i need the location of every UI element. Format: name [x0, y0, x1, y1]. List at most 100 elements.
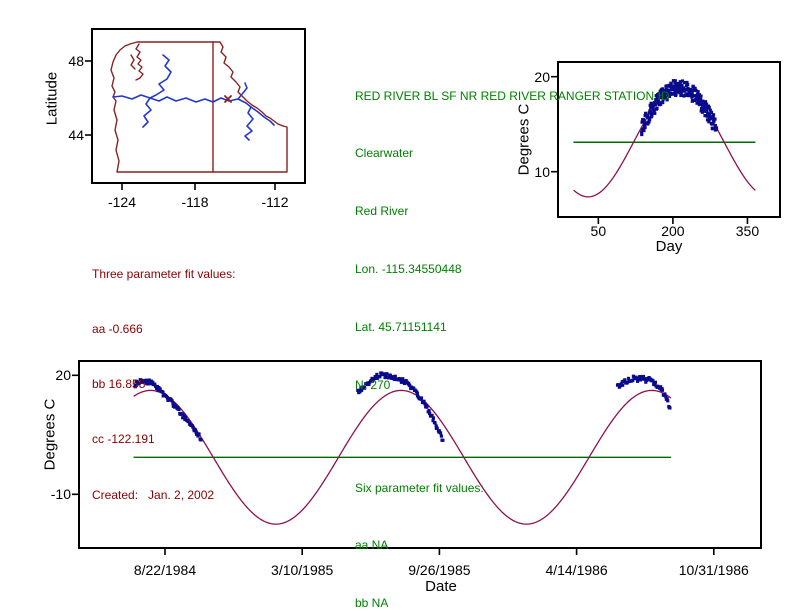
data-point	[702, 109, 706, 113]
data-point	[651, 106, 655, 110]
three-param-aa: aa -0.666	[92, 322, 143, 337]
data-point	[439, 434, 444, 438]
data-point	[671, 87, 675, 92]
data-point	[363, 386, 367, 390]
data-point	[672, 86, 677, 90]
data-point	[626, 376, 631, 381]
station-latitude: Lat. 45.71151141	[355, 320, 447, 335]
data-point	[171, 401, 175, 406]
data-point	[699, 98, 703, 102]
data-point	[388, 373, 392, 377]
data-point	[640, 130, 644, 134]
six-param-header: Six parameter fit values:	[355, 480, 484, 495]
data-point	[383, 375, 387, 380]
data-point	[657, 91, 661, 96]
data-point	[680, 84, 684, 88]
river-line	[149, 54, 172, 99]
data-point	[654, 98, 658, 102]
data-point	[660, 388, 665, 392]
data-point	[691, 98, 695, 103]
data-point	[133, 385, 137, 389]
data-point	[706, 114, 710, 118]
data-point	[391, 375, 396, 379]
data-point	[668, 406, 672, 410]
data-point	[621, 383, 625, 387]
data-point	[408, 383, 412, 388]
data-point	[695, 101, 699, 105]
data-point	[686, 82, 690, 87]
data-point	[193, 428, 198, 432]
data-point	[692, 88, 696, 92]
data-point	[375, 372, 379, 377]
created-date: Created: Jan. 2, 2002	[92, 487, 215, 502]
data-point	[665, 98, 669, 102]
data-point	[685, 80, 689, 85]
data-point	[678, 80, 682, 84]
data-point	[687, 94, 691, 98]
timeseries-x-tick-label: 8/22/1984	[133, 562, 197, 578]
three-param-cc: cc -122.191	[92, 432, 155, 447]
data-point	[435, 426, 439, 430]
data-point	[707, 120, 711, 124]
map-frame	[91, 28, 306, 184]
data-point	[684, 87, 688, 92]
data-point	[699, 94, 703, 98]
data-point	[437, 429, 441, 433]
data-point	[678, 87, 683, 91]
spacer	[355, 434, 669, 440]
river-line	[250, 106, 275, 126]
data-point	[434, 424, 438, 428]
data-point	[642, 128, 646, 133]
data-point	[431, 416, 436, 420]
data-point	[705, 118, 710, 122]
data-point	[674, 87, 678, 91]
data-point	[177, 407, 181, 412]
data-point	[671, 79, 676, 83]
data-point	[137, 382, 141, 386]
data-point	[641, 127, 645, 131]
data-point	[653, 380, 658, 384]
map-y-tick-label: 48	[68, 53, 84, 69]
data-point	[370, 379, 375, 383]
data-point	[660, 95, 664, 100]
six-param-aa: aa NA	[355, 538, 389, 553]
data-point	[673, 79, 677, 83]
data-point	[428, 411, 432, 416]
data-point	[401, 379, 406, 383]
data-point	[641, 374, 646, 379]
data-point	[713, 123, 717, 128]
data-point	[709, 115, 713, 119]
station-title: RED RIVER BL SF NR RED RIVER RANGER STAT…	[355, 88, 670, 103]
data-point	[697, 95, 701, 99]
data-point	[181, 416, 185, 420]
data-point	[660, 87, 665, 91]
data-point	[191, 425, 195, 429]
data-point	[156, 388, 160, 393]
river-line	[237, 82, 248, 100]
data-point	[667, 88, 671, 92]
timeseries-x-tick-label: 10/31/1986	[678, 562, 749, 578]
data-point	[196, 434, 200, 438]
data-point	[680, 79, 685, 83]
data-point	[663, 93, 667, 97]
seasonal-x-axis-title: Day	[655, 238, 683, 255]
data-point	[708, 112, 712, 116]
data-point	[427, 408, 431, 413]
data-point	[153, 382, 157, 386]
data-point	[401, 377, 405, 381]
six-param-bb: bb NA	[355, 596, 389, 611]
data-point	[393, 374, 397, 378]
data-point	[623, 378, 627, 382]
data-point	[653, 111, 657, 115]
station-basin: Clearwater	[355, 146, 414, 161]
map-x-tick-label: -118	[181, 194, 209, 210]
data-point	[370, 376, 374, 381]
data-point	[399, 378, 403, 382]
data-point	[646, 114, 650, 118]
data-point	[694, 98, 698, 102]
data-point	[714, 126, 719, 131]
data-point	[701, 99, 705, 103]
data-point	[165, 396, 169, 400]
data-point	[170, 399, 174, 403]
